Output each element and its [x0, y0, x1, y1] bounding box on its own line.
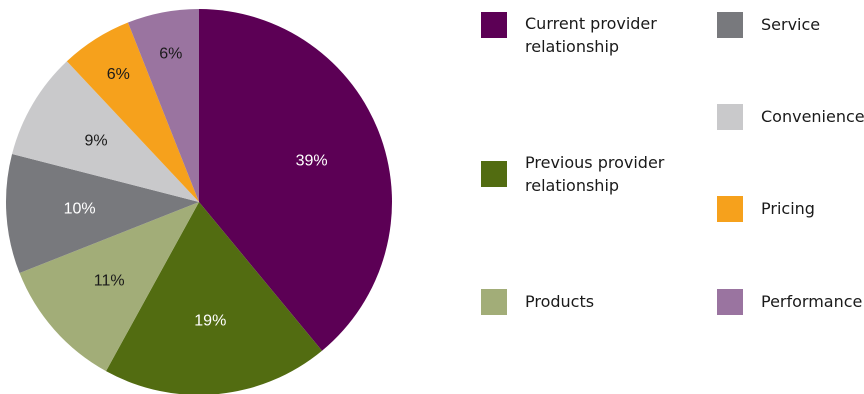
slice-value-label: 19% [194, 312, 226, 329]
pie-slice-current-provider-relationship [199, 9, 392, 351]
slice-value-label: 11% [94, 272, 125, 289]
legend-swatch [481, 161, 507, 187]
legend-item-current-provider: Current provider relationship [481, 12, 657, 58]
legend-label-line1: Current provider [525, 14, 657, 33]
slice-value-label: 6% [159, 45, 182, 62]
pie-slice-convenience [12, 61, 200, 203]
legend-swatch [481, 12, 507, 38]
pie-slice-previous-provider-relationship [106, 202, 323, 394]
pie-slice-pricing [66, 22, 199, 202]
legend-label-line2: relationship [525, 176, 620, 195]
slice-value-label: 39% [296, 153, 328, 170]
pie-slice-performance [127, 8, 199, 202]
legend-label-line2: relationship [525, 37, 620, 56]
legend-item-products: Products [481, 289, 594, 315]
legend-label-line1: Previous provider [525, 153, 665, 172]
legend-label: Service [761, 15, 821, 34]
legend-label: Products [525, 292, 595, 311]
legend-label: Convenience [761, 107, 864, 126]
legend-swatch [717, 196, 743, 222]
legend-item-service: Service [717, 12, 820, 38]
legend-label: Performance [761, 292, 863, 311]
pie-slice-service [5, 154, 199, 274]
slice-value-label: 6% [107, 66, 130, 83]
pie-chart: 39% 19% 11% 10% 9% 6% 6% [5, 8, 392, 394]
slice-value-label: 9% [84, 132, 107, 149]
legend-swatch [717, 12, 743, 38]
legend-item-previous-provider: Previous provider relationship [481, 151, 664, 197]
legend-label: Pricing [761, 199, 815, 218]
slice-value-label: 10% [64, 201, 96, 218]
legend-item-performance: Performance [717, 289, 862, 315]
legend-swatch [717, 104, 743, 130]
legend-swatch [481, 289, 507, 315]
pie-slice-products [19, 202, 199, 372]
legend-item-pricing: Pricing [717, 196, 815, 222]
legend-item-convenience: Convenience [717, 104, 864, 130]
legend-swatch [717, 289, 743, 315]
